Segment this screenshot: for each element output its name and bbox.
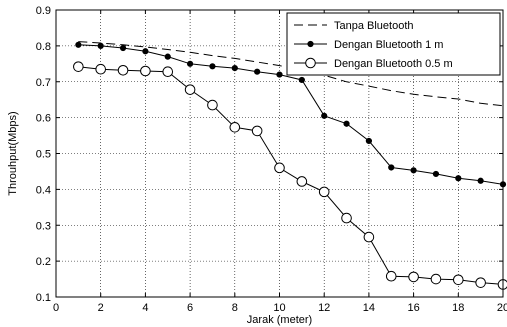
data-point <box>117 64 129 76</box>
x-tick-label: 6 <box>187 302 193 314</box>
data-point <box>162 66 174 78</box>
x-tick-label: 20 <box>497 302 507 314</box>
data-point <box>410 167 417 174</box>
data-point <box>184 84 196 95</box>
data-point <box>119 44 127 52</box>
data-point <box>455 175 462 182</box>
series-2 <box>75 41 507 188</box>
y-tick-label: 0.8 <box>36 41 51 53</box>
data-point <box>142 48 149 55</box>
data-point <box>385 270 397 282</box>
data-point <box>305 57 316 69</box>
data-point <box>307 40 314 48</box>
data-point <box>321 112 328 119</box>
y-tick-label: 0.2 <box>36 256 51 268</box>
data-point <box>363 231 375 243</box>
data-point <box>97 42 104 49</box>
x-axis-label: Jarak (meter) <box>247 314 312 326</box>
legend-entry: Tanpa Bluetooth <box>294 20 414 32</box>
y-tick-label: 0.4 <box>36 184 51 196</box>
y-tick-label: 0.3 <box>36 220 51 232</box>
y-tick-label: 0.5 <box>36 149 51 161</box>
data-point <box>388 164 395 171</box>
series-layer <box>73 41 507 290</box>
data-point <box>432 170 440 178</box>
data-point <box>274 162 285 174</box>
series-line <box>78 44 504 185</box>
x-tick-label: 4 <box>142 302 148 314</box>
data-point <box>187 60 194 67</box>
x-tick-label: 14 <box>363 302 375 314</box>
x-tick-label: 16 <box>407 302 419 314</box>
data-point <box>207 99 218 111</box>
data-point <box>365 137 372 145</box>
data-point <box>475 277 486 288</box>
data-point <box>73 61 84 72</box>
data-point <box>343 120 350 127</box>
data-point <box>477 177 484 184</box>
data-point <box>229 122 241 133</box>
legend-label: Tanpa Bluetooth <box>334 20 414 32</box>
data-point <box>341 212 352 224</box>
series-3 <box>73 61 507 290</box>
x-tick-label: 0 <box>53 302 59 314</box>
x-tick-label: 2 <box>98 302 104 314</box>
y-tick-label: 0.6 <box>36 113 51 125</box>
data-point <box>75 41 82 48</box>
y-tick-label: 0.7 <box>36 77 51 89</box>
data-point <box>209 63 216 70</box>
x-tick-label: 12 <box>318 302 330 314</box>
x-tick-label: 18 <box>452 302 464 314</box>
y-tick-label: 0.9 <box>36 5 51 17</box>
data-point <box>95 63 106 75</box>
data-point <box>231 65 238 72</box>
legend: Tanpa Bluetooth Dengan Bluetooth 1 m Denga… <box>286 12 501 76</box>
y-axis-label: Throuhput(Mbps) <box>7 111 19 195</box>
data-point <box>254 68 261 75</box>
legend-entry: Dengan Bluetooth 1 m <box>294 39 443 51</box>
data-point <box>408 271 419 283</box>
data-point <box>140 65 151 77</box>
data-point <box>251 125 263 137</box>
axis-ticks: 0 2 4 6 8 10 12 14 16 18 20 0.1 0.2 0.3 0.4 0.5 0.6 0.7 0.… <box>36 5 507 314</box>
data-point <box>296 176 308 187</box>
x-tick-label: 8 <box>232 302 238 314</box>
data-point <box>298 76 305 84</box>
y-tick-label: 0.1 <box>36 292 51 304</box>
legend-entries: Tanpa Bluetooth Dengan Bluetooth 1 m Denga… <box>294 20 453 70</box>
data-point <box>430 273 442 285</box>
data-point <box>318 186 330 198</box>
legend-label: Dengan Bluetooth 1 m <box>334 39 443 51</box>
data-point <box>276 71 283 78</box>
data-point <box>164 53 171 60</box>
data-point <box>453 274 464 286</box>
legend-label: Dengan Bluetooth 0.5 m <box>334 58 453 70</box>
x-tick-label: 10 <box>273 302 285 314</box>
legend-entry: Dengan Bluetooth 0.5 m <box>294 57 453 70</box>
